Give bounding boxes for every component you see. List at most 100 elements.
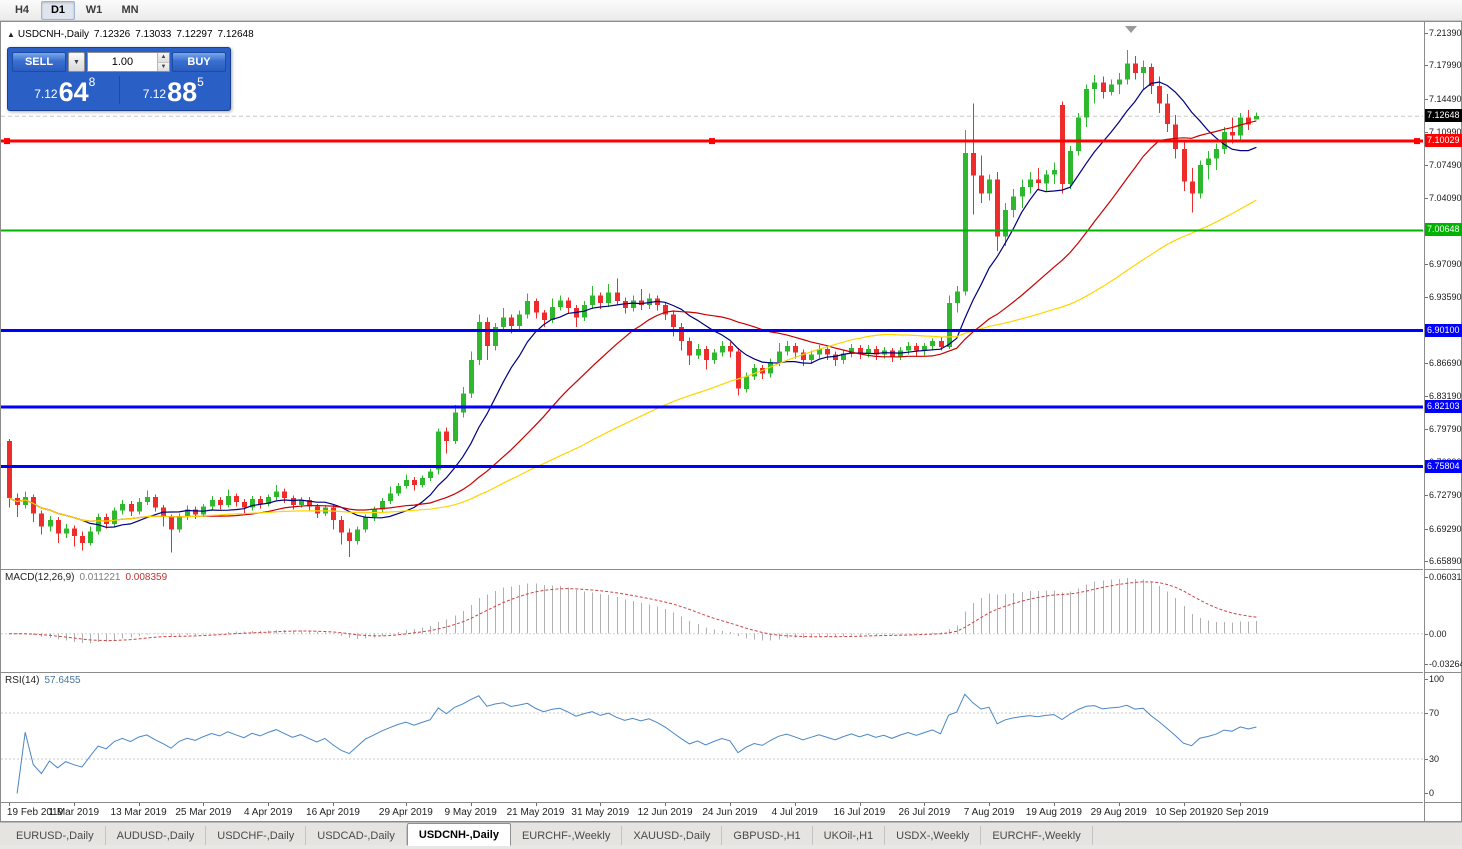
buy-price-sup: 5 [197,75,204,89]
date-label-26-jul-2019: 26 Jul 2019 [898,807,951,818]
macd-pane[interactable]: MACD(12,26,9) 0.011221 0.008359 [1,569,1423,672]
tab-usdcad-daily[interactable]: USDCAD-,Daily [306,826,407,845]
date-label-16-jul-2019: 16 Jul 2019 [833,807,886,818]
tab-eurusd-daily[interactable]: EURUSD-,Daily [5,826,106,845]
rsi-tick-70: 70 [1429,708,1440,718]
timeframe-button-w1[interactable]: W1 [85,4,103,16]
rsi-tick-100: 100 [1429,673,1445,684]
sell-price-sup: 8 [88,75,96,89]
rsi-pane[interactable]: RSI(14) 57.6455 [1,672,1423,802]
price-level-label-7.00648: 7.00648 [1425,223,1462,237]
macd-tick-0.00: 0.00 [1429,628,1447,639]
price-chart-pane[interactable] [1,22,1423,569]
price-tick-6.97090: 6.97090 [1429,259,1462,270]
tab-eurchf-weekly[interactable]: EURCHF-,Weekly [511,826,623,845]
chart-shift-marker[interactable] [1125,26,1137,33]
macd-indicator-label: MACD(12,26,9) 0.011221 0.008359 [5,572,168,583]
date-label-19-aug-2019: 19 Aug 2019 [1025,807,1082,818]
date-label-24-jun-2019: 24 Jun 2019 [702,807,758,818]
buy-price-big: 88 [167,77,198,108]
stepper-up-icon[interactable]: ▲ [157,53,169,63]
sell-price-prefix: 7.12 [34,87,58,101]
ohlc-open: 7.12326 [94,29,131,40]
chevron-down-icon: ▼ [73,58,80,66]
buy-button[interactable]: BUY [172,52,226,72]
tab-usdcnh-daily[interactable]: USDCNH-,Daily [406,823,511,846]
line-drag-handle[interactable] [1414,138,1420,145]
date-label-4-jul-2019: 4 Jul 2019 [771,807,818,818]
date-label-29-aug-2019: 29 Aug 2019 [1090,807,1147,818]
chart-symbol-label: USDCNH-,Daily [17,29,90,40]
sell-price[interactable]: 7.12 64 8 [12,74,118,106]
date-label-29-apr-2019: 29 Apr 2019 [378,807,433,818]
date-label-4-apr-2019: 4 Apr 2019 [244,807,293,818]
date-label-19-feb-2019: 19 Feb 2019 [6,807,64,818]
ohlc-low: 7.12297 [176,29,213,40]
tab-usdx-weekly[interactable]: USDX-,Weekly [885,826,982,845]
buy-price[interactable]: 7.12 88 5 [121,74,227,106]
date-label-21-may-2019: 21 May 2019 [506,807,565,818]
date-label-31-may-2019: 31 May 2019 [571,807,630,818]
macd-tick-0.060317: 0.060317 [1429,572,1462,583]
macd-signal-line [8,581,1257,642]
date-label-9-may-2019: 9 May 2019 [444,807,497,818]
date-label-25-mar-2019: 25 Mar 2019 [175,807,232,818]
trade-panel-collapse-icon[interactable]: ▲ [7,30,15,39]
macd-chart [1,578,1423,644]
rsi-tick-30: 30 [1429,754,1440,764]
price-level-label-6.75804: 6.75804 [1425,459,1462,473]
sell-button[interactable]: SELL [12,52,66,72]
date-label-12-jun-2019: 12 Jun 2019 [637,807,693,818]
macd-tick--0.032648: -0.032648 [1429,659,1462,670]
date-label-16-apr-2019: 16 Apr 2019 [306,807,360,818]
price-tick-6.72790: 6.72790 [1429,490,1462,501]
price-tick-7.17990: 7.17990 [1429,60,1462,71]
date-label-20-sep-2019: 20 Sep 2019 [1211,807,1269,818]
date-label-1-mar-2019: 1 Mar 2019 [48,807,100,818]
price-level-label-6.90100: 6.90100 [1425,323,1462,337]
rsi-chart [1,693,1423,794]
tab-gbpusd-h1[interactable]: GBPUSD-,H1 [722,826,813,845]
tab-usdchf-daily[interactable]: USDCHF-,Daily [206,826,307,845]
price-level-label-6.82103: 6.82103 [1425,399,1462,413]
stepper-down-icon[interactable]: ▼ [157,62,169,71]
rsi-indicator-label: RSI(14) 57.6455 [5,675,81,686]
date-label-10-sep-2019: 10 Sep 2019 [1155,807,1212,818]
price-tick-7.21390: 7.21390 [1429,28,1462,39]
candlestick-chart [1,26,1423,558]
tab-eurchf-weekly[interactable]: EURCHF-,Weekly [981,826,1093,845]
rsi-tick-0: 0 [1429,788,1435,799]
volume-field: ▲ ▼ [87,52,170,72]
date-label-7-aug-2019: 7 Aug 2019 [963,807,1015,818]
price-tick-6.79790: 6.79790 [1429,423,1462,434]
rsi-line [16,693,1257,794]
one-click-trading-panel: SELL ▼ ▲ ▼ BUY 7.12 64 8 7.12 88 5 [7,47,231,111]
timeframe-button-h4[interactable]: H4 [14,4,30,16]
price-tick-7.14490: 7.14490 [1429,93,1462,104]
buy-price-prefix: 7.12 [142,87,167,101]
symbol-tabs: EURUSD-,Daily AUDUSD-,Daily USDCHF-,Daily U… [0,822,1462,846]
price-tick-6.86690: 6.86690 [1429,358,1462,369]
tab-ukoil-h1[interactable]: UKOil-,H1 [813,826,886,845]
line-drag-handle[interactable] [709,138,715,145]
chart-header: ▲ USDCNH-,Daily 7.12326 7.13033 7.12297 7.126… [7,29,254,40]
date-label-13-mar-2019: 13 Mar 2019 [110,807,167,818]
volume-dropdown-button[interactable]: ▼ [68,52,85,72]
line-drag-handle[interactable] [4,138,10,145]
tab-audusd-daily[interactable]: AUDUSD-,Daily [106,826,207,845]
timeframe-button-d1[interactable]: D1 [41,0,75,20]
timeframe-button-mn[interactable]: MN [121,4,139,16]
tab-xauusd-daily[interactable]: XAUUSD-,Daily [622,826,723,845]
timeframe-toolbar: H4 D1 W1 MN [0,0,1462,21]
price-tick-7.07490: 7.07490 [1429,160,1462,171]
price-level-label-7.10029: 7.10029 [1425,134,1462,148]
chart-window: ▲ USDCNH-,Daily 7.12326 7.13033 7.12297 7.126… [0,21,1462,822]
current-price-label: 7.12648 [1425,109,1462,123]
price-tick-6.93590: 6.93590 [1429,292,1462,303]
date-axis[interactable]: 19 Feb 2019 1 Mar 2019 13 Mar 2019 25 Mar 2… [1,802,1423,821]
price-tick-6.69290: 6.69290 [1429,523,1462,534]
price-scale[interactable]: 7.21390 7.17990 7.14490 7.10990 7.07490 7.040… [1424,22,1462,821]
price-divider [118,76,120,104]
volume-input[interactable] [88,53,157,71]
ohlc-high: 7.13033 [135,29,172,40]
